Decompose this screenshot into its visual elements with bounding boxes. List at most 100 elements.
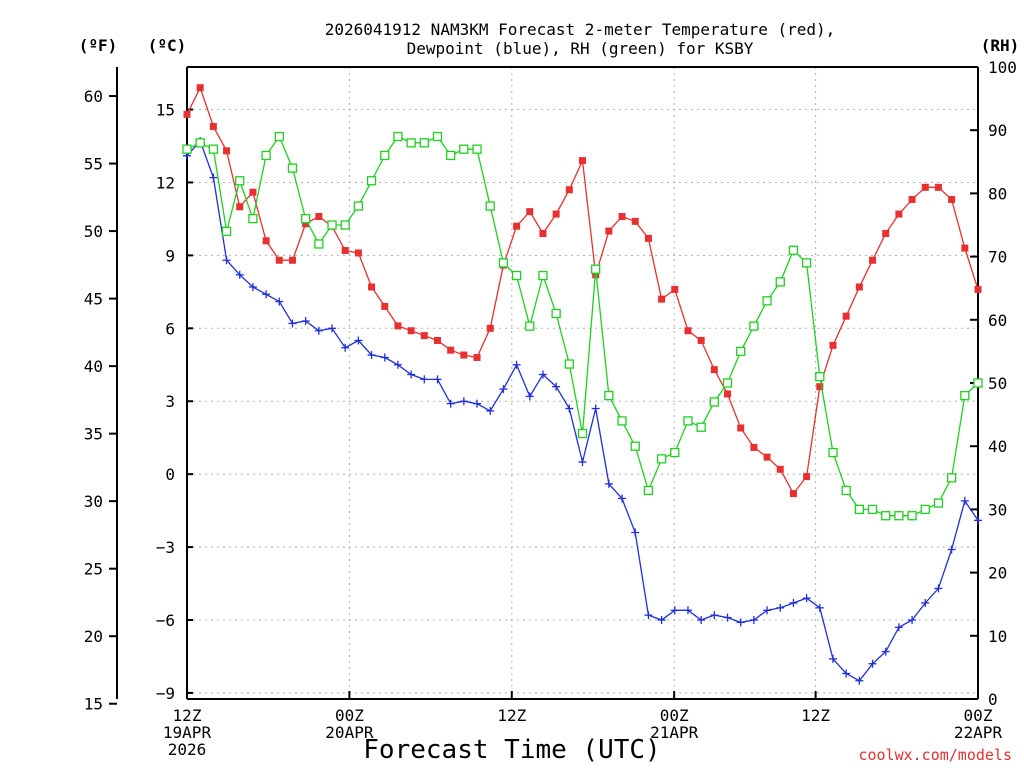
data-point: [275, 297, 284, 306]
data-point: [314, 326, 323, 335]
data-point: [208, 144, 219, 154]
data-point: [658, 295, 666, 303]
x-tick-label: 22APR: [954, 723, 1003, 742]
data-point: [737, 424, 745, 432]
data-point: [406, 138, 416, 148]
celsius-tick-label: 3: [165, 392, 175, 411]
celsius-tick-label: 6: [165, 319, 175, 338]
data-point: [894, 623, 903, 632]
data-point: [209, 173, 218, 182]
data-point: [829, 341, 837, 349]
data-point: [710, 611, 719, 620]
data-point: [974, 516, 982, 525]
data-point: [722, 378, 733, 388]
data-point: [960, 496, 969, 505]
data-point: [473, 353, 481, 361]
data-point: [789, 598, 798, 607]
data-point: [934, 183, 942, 191]
rh-tick-label: 10: [988, 627, 1007, 646]
fahrenheit-tick-label: 30: [84, 492, 103, 511]
fahrenheit-tick-label: 25: [84, 560, 103, 579]
data-point: [552, 382, 561, 391]
data-point: [314, 239, 324, 249]
data-point: [248, 214, 258, 224]
data-point: [512, 360, 521, 369]
data-point: [815, 372, 825, 382]
data-point: [511, 270, 522, 281]
data-point: [486, 406, 495, 415]
rh-tick-label: 70: [988, 248, 1007, 267]
data-point: [815, 603, 824, 612]
data-point: [631, 217, 639, 225]
data-point: [842, 669, 851, 678]
data-point: [907, 511, 917, 521]
data-point: [327, 220, 337, 230]
series-group: [182, 84, 983, 685]
data-point: [459, 397, 468, 406]
data-point: [354, 249, 362, 257]
data-point: [432, 131, 443, 142]
data-point: [618, 494, 627, 503]
data-point: [381, 302, 389, 310]
data-point: [499, 385, 508, 394]
rh-unit-label: (RH): [981, 36, 1020, 55]
data-point: [407, 327, 415, 335]
rh-tick-label: 50: [988, 374, 1007, 393]
data-point: [960, 390, 970, 401]
data-point: [419, 138, 429, 148]
series-dewpoint: [183, 137, 982, 685]
data-point: [380, 353, 389, 362]
fahrenheit-tick-label: 45: [84, 290, 103, 309]
x-tick-label: 21APR: [650, 723, 699, 742]
data-point: [472, 144, 482, 154]
fahrenheit-tick-label: 50: [84, 222, 103, 241]
data-point: [828, 654, 837, 663]
data-point: [300, 214, 311, 224]
data-point: [551, 308, 561, 319]
rh-tick-label: 80: [988, 184, 1007, 203]
data-point: [644, 234, 652, 242]
data-point: [802, 594, 811, 603]
data-point: [841, 485, 851, 496]
data-point: [498, 258, 509, 268]
x-tick-label: 12Z: [801, 706, 830, 725]
data-point: [643, 485, 654, 496]
series-rh: [182, 131, 983, 521]
data-point: [684, 327, 692, 335]
data-point: [947, 545, 956, 554]
data-point: [222, 256, 231, 265]
data-point: [591, 404, 600, 413]
data-point: [974, 285, 982, 293]
data-point: [262, 290, 271, 299]
data-point: [564, 359, 574, 369]
data-point: [855, 283, 863, 291]
x-tick-label: 19APR: [163, 723, 212, 742]
data-point: [366, 176, 377, 186]
data-point: [341, 247, 349, 255]
data-point: [526, 208, 534, 216]
data-point: [749, 321, 759, 331]
data-point: [288, 256, 296, 264]
data-point: [697, 336, 705, 344]
x-tick-label: 20APR: [325, 723, 374, 742]
rh-tick-label: 30: [988, 500, 1007, 519]
fahrenheit-tick-label: 60: [84, 87, 103, 106]
x-tick-label: 12Z: [173, 706, 202, 725]
data-point: [328, 324, 337, 333]
celsius-unit-label: (ºC): [148, 36, 187, 55]
data-point: [724, 390, 732, 398]
data-point: [354, 336, 363, 345]
rh-tick-label: 100: [988, 58, 1017, 77]
data-point: [393, 131, 403, 142]
data-point: [446, 399, 455, 408]
data-point: [221, 226, 232, 236]
chart-title-line2: Dewpoint (blue), RH (green) for KSBY: [407, 39, 754, 58]
data-point: [763, 453, 771, 461]
data-point: [657, 616, 666, 624]
axes: 15129630−3−6−960555045403530252015100908…: [84, 58, 1017, 759]
data-point: [803, 473, 811, 481]
data-point: [881, 511, 891, 521]
data-point: [525, 392, 534, 401]
data-point: [579, 157, 586, 165]
